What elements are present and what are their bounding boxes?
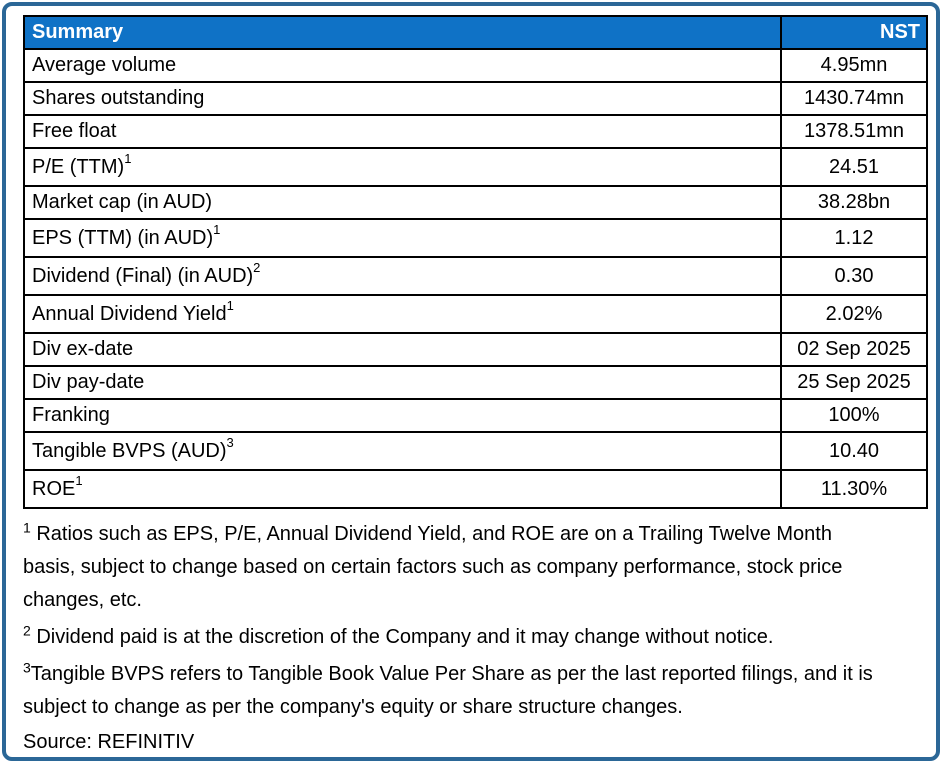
row-value: 11.30%	[780, 469, 928, 509]
row-label: Div ex-date	[23, 332, 782, 367]
footnote: 1 Ratios such as EPS, P/E, Annual Divide…	[23, 518, 883, 617]
row-value: 24.51	[780, 147, 928, 187]
table-row: EPS (TTM) (in AUD)1 1.12	[23, 218, 928, 258]
table-row: Div pay-date 25 Sep 2025	[23, 365, 928, 400]
footnote-marker: 3	[23, 659, 31, 676]
row-value: 2.02%	[780, 294, 928, 334]
table-header-row: Summary NST	[23, 15, 928, 50]
footnotes-section: 1 Ratios such as EPS, P/E, Annual Divide…	[23, 518, 883, 724]
footnote-text: Dividend paid is at the discretion of th…	[30, 626, 774, 648]
table-row: Div ex-date 02 Sep 2025	[23, 332, 928, 367]
ticker-header: NST	[780, 15, 928, 50]
footnote-text: Tangible BVPS refers to Tangible Book Va…	[23, 663, 873, 718]
row-label: Market cap (in AUD)	[23, 185, 782, 220]
table-row: Tangible BVPS (AUD)3 10.40	[23, 431, 928, 471]
table-row: Average volume 4.95mn	[23, 48, 928, 83]
footnote-marker: 1	[23, 519, 31, 536]
row-value: 100%	[780, 398, 928, 433]
row-value: 10.40	[780, 431, 928, 471]
table-row: Market cap (in AUD) 38.28bn	[23, 185, 928, 220]
row-value: 0.30	[780, 256, 928, 296]
footnote-marker: 1	[124, 150, 132, 166]
footnote-marker: 2	[23, 622, 31, 639]
row-label: Shares outstanding	[23, 81, 782, 116]
footnote-text: Ratios such as EPS, P/E, Annual Dividend…	[23, 523, 843, 611]
table-row: ROE1 11.30%	[23, 469, 928, 509]
row-label: Annual Dividend Yield1	[23, 294, 782, 334]
row-label: Average volume	[23, 48, 782, 83]
table-row: Franking 100%	[23, 398, 928, 433]
row-value: 25 Sep 2025	[780, 365, 928, 400]
row-label: EPS (TTM) (in AUD)1	[23, 218, 782, 258]
table-title: Summary	[23, 15, 782, 50]
row-value: 38.28bn	[780, 185, 928, 220]
row-label: Dividend (Final) (in AUD)2	[23, 256, 782, 296]
footnote-marker: 1	[213, 221, 221, 237]
content-area: Summary NST Average volume 4.95mn Shares…	[23, 15, 928, 756]
table-row: Shares outstanding 1430.74mn	[23, 81, 928, 116]
row-value: 02 Sep 2025	[780, 332, 928, 367]
row-label: Free float	[23, 114, 782, 149]
row-value: 1.12	[780, 218, 928, 258]
row-value: 1378.51mn	[780, 114, 928, 149]
footnote-marker: 2	[253, 259, 261, 275]
table-row: Free float 1378.51mn	[23, 114, 928, 149]
table-row: Dividend (Final) (in AUD)2 0.30	[23, 256, 928, 296]
source-line: Source: REFINITIV	[23, 731, 195, 753]
row-value: 1430.74mn	[780, 81, 928, 116]
row-label: Tangible BVPS (AUD)3	[23, 431, 782, 471]
row-value: 4.95mn	[780, 48, 928, 83]
row-label: Franking	[23, 398, 782, 433]
row-label: ROE1	[23, 469, 782, 509]
footnote: 2 Dividend paid is at the discretion of …	[23, 621, 883, 654]
table-row: P/E (TTM)1 24.51	[23, 147, 928, 187]
footnote-marker: 3	[226, 434, 234, 450]
summary-table: Summary NST Average volume 4.95mn Shares…	[23, 15, 928, 509]
footnote-marker: 1	[75, 472, 83, 488]
row-label: P/E (TTM)1	[23, 147, 782, 187]
footnote-marker: 1	[226, 297, 234, 313]
row-label: Div pay-date	[23, 365, 782, 400]
table-row: Annual Dividend Yield1 2.02%	[23, 294, 928, 334]
footnote: 3Tangible BVPS refers to Tangible Book V…	[23, 658, 883, 724]
